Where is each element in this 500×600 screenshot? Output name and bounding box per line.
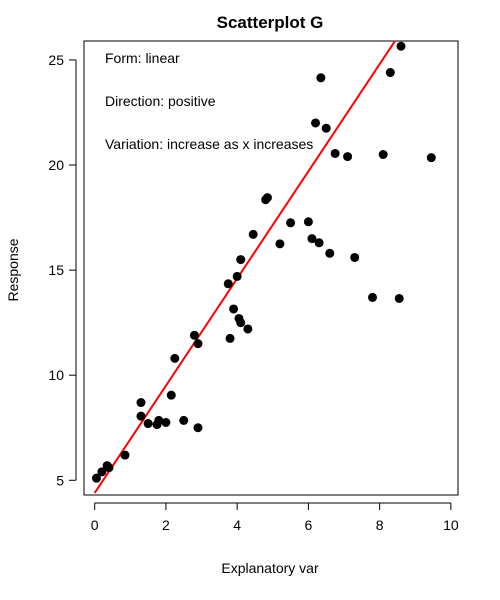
data-point [120, 450, 130, 460]
annotation-text: Form: linear [105, 50, 180, 66]
data-point [193, 423, 203, 433]
data-point [316, 73, 326, 83]
data-point [225, 333, 235, 343]
data-point [321, 123, 331, 133]
x-tick-label: 0 [91, 517, 99, 533]
plot-frame [83, 40, 459, 496]
x-tick-label: 4 [233, 517, 241, 533]
y-tick-label: 25 [48, 52, 64, 68]
x-tick-label: 6 [305, 517, 313, 533]
data-point [325, 248, 335, 258]
data-point [350, 252, 360, 262]
data-point [394, 293, 404, 303]
annotation-text: Variation: increase as x increases [105, 136, 313, 152]
x-axis: 0 2 4 6 8 10 [91, 502, 459, 533]
y-tick-label: 10 [48, 367, 64, 383]
y-tick-label: 20 [48, 157, 64, 173]
data-point [136, 411, 146, 421]
annotation-text: Direction: positive [105, 93, 216, 109]
y-axis: 5 10 15 20 25 [48, 52, 77, 488]
data-point [161, 417, 171, 427]
data-point [385, 68, 395, 78]
x-axis-label: Explanatory var [221, 560, 319, 576]
x-tick-label: 10 [443, 517, 459, 533]
data-point [97, 467, 107, 477]
data-point [311, 118, 321, 128]
x-tick-label: 8 [376, 517, 384, 533]
data-point [236, 318, 246, 328]
data-point [229, 304, 239, 314]
data-point [170, 353, 180, 363]
data-point [189, 330, 199, 340]
data-point [166, 390, 176, 400]
data-point [314, 238, 324, 248]
chart-title: Scatterplot G [217, 13, 324, 32]
y-tick-label: 5 [56, 472, 64, 488]
data-point [307, 234, 317, 244]
data-point [275, 239, 285, 249]
x-tick-label: 2 [162, 517, 170, 533]
data-point [262, 193, 272, 203]
data-point [248, 229, 258, 239]
y-tick-label: 15 [48, 262, 64, 278]
data-point [396, 41, 406, 51]
data-points [91, 41, 436, 483]
data-point [368, 292, 378, 302]
data-point [232, 271, 242, 281]
data-point [136, 398, 146, 408]
data-point [426, 153, 436, 163]
data-point [91, 473, 101, 483]
data-point [286, 218, 296, 228]
data-point [193, 339, 203, 349]
data-point [223, 279, 233, 289]
data-point [330, 148, 340, 158]
data-point [236, 255, 246, 265]
y-axis-label: Response [5, 238, 21, 301]
data-point [104, 463, 114, 473]
data-point [303, 217, 313, 227]
data-point [343, 152, 353, 162]
data-point [378, 150, 388, 159]
data-point [243, 324, 253, 334]
data-point [143, 419, 153, 429]
data-point [179, 415, 189, 425]
data-point [154, 415, 164, 425]
annotations: Form: linear Direction: positive Variation… [105, 50, 313, 152]
